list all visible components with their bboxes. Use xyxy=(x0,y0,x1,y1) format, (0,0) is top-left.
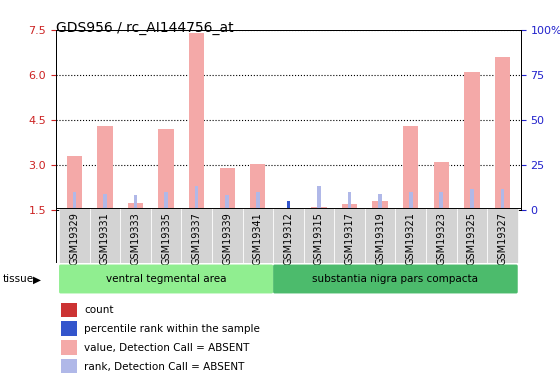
Bar xyxy=(409,192,413,210)
Bar xyxy=(334,208,365,262)
Bar xyxy=(158,129,174,210)
Bar xyxy=(226,195,229,210)
Bar xyxy=(456,208,487,262)
Text: GSM19333: GSM19333 xyxy=(130,213,141,265)
Bar xyxy=(311,207,326,210)
FancyBboxPatch shape xyxy=(273,264,518,294)
Bar xyxy=(60,303,77,317)
Bar xyxy=(151,208,181,262)
FancyBboxPatch shape xyxy=(59,264,273,294)
Text: substantia nigra pars compacta: substantia nigra pars compacta xyxy=(312,274,478,284)
Bar xyxy=(470,189,474,210)
Bar xyxy=(72,192,76,210)
Text: GSM19323: GSM19323 xyxy=(436,213,446,266)
Text: rank, Detection Call = ABSENT: rank, Detection Call = ABSENT xyxy=(84,362,244,372)
Bar xyxy=(103,194,107,210)
Bar xyxy=(128,202,143,210)
Text: GSM19312: GSM19312 xyxy=(283,213,293,266)
Bar xyxy=(395,208,426,262)
Bar xyxy=(189,33,204,210)
Bar xyxy=(242,208,273,262)
Bar xyxy=(90,208,120,262)
Bar xyxy=(342,204,357,210)
Bar xyxy=(372,201,388,210)
Text: GSM19325: GSM19325 xyxy=(467,213,477,266)
Bar xyxy=(426,208,456,262)
Text: GSM19319: GSM19319 xyxy=(375,213,385,265)
Text: GDS956 / rc_AI144756_at: GDS956 / rc_AI144756_at xyxy=(56,21,234,34)
Text: GSM19321: GSM19321 xyxy=(405,213,416,266)
Bar xyxy=(433,162,449,210)
Bar xyxy=(317,186,321,210)
Bar xyxy=(256,192,260,210)
Bar xyxy=(440,192,443,210)
Bar xyxy=(67,156,82,210)
Bar xyxy=(97,126,113,210)
Bar xyxy=(304,208,334,262)
Text: ▶: ▶ xyxy=(32,274,40,284)
Bar xyxy=(120,208,151,262)
Bar xyxy=(464,72,479,210)
Text: GSM19315: GSM19315 xyxy=(314,213,324,266)
Text: count: count xyxy=(84,305,113,315)
Bar xyxy=(281,209,296,210)
Bar xyxy=(403,126,418,210)
Bar xyxy=(487,208,518,262)
Bar xyxy=(495,57,510,210)
Bar xyxy=(379,194,382,210)
Bar xyxy=(59,208,90,262)
Bar xyxy=(60,359,77,374)
Text: GSM19341: GSM19341 xyxy=(253,213,263,265)
Bar xyxy=(287,201,290,210)
Bar xyxy=(212,208,242,262)
Bar xyxy=(60,321,77,336)
Bar xyxy=(501,189,505,210)
Bar xyxy=(134,195,137,210)
Bar xyxy=(164,192,168,210)
Text: ventral tegmental area: ventral tegmental area xyxy=(106,274,226,284)
Text: GSM19327: GSM19327 xyxy=(497,213,507,266)
Bar xyxy=(273,208,304,262)
Text: GSM19339: GSM19339 xyxy=(222,213,232,265)
Bar xyxy=(195,186,198,210)
Text: tissue: tissue xyxy=(3,274,34,284)
Bar xyxy=(250,164,265,210)
Text: GSM19329: GSM19329 xyxy=(69,213,80,266)
Text: value, Detection Call = ABSENT: value, Detection Call = ABSENT xyxy=(84,343,249,353)
Bar xyxy=(220,168,235,210)
Bar xyxy=(365,208,395,262)
Text: GSM19337: GSM19337 xyxy=(192,213,202,266)
Text: GSM19331: GSM19331 xyxy=(100,213,110,265)
Bar xyxy=(60,340,77,354)
Bar xyxy=(348,192,351,210)
Text: GSM19317: GSM19317 xyxy=(344,213,354,266)
Text: GSM19335: GSM19335 xyxy=(161,213,171,266)
Bar xyxy=(181,208,212,262)
Text: percentile rank within the sample: percentile rank within the sample xyxy=(84,324,260,334)
